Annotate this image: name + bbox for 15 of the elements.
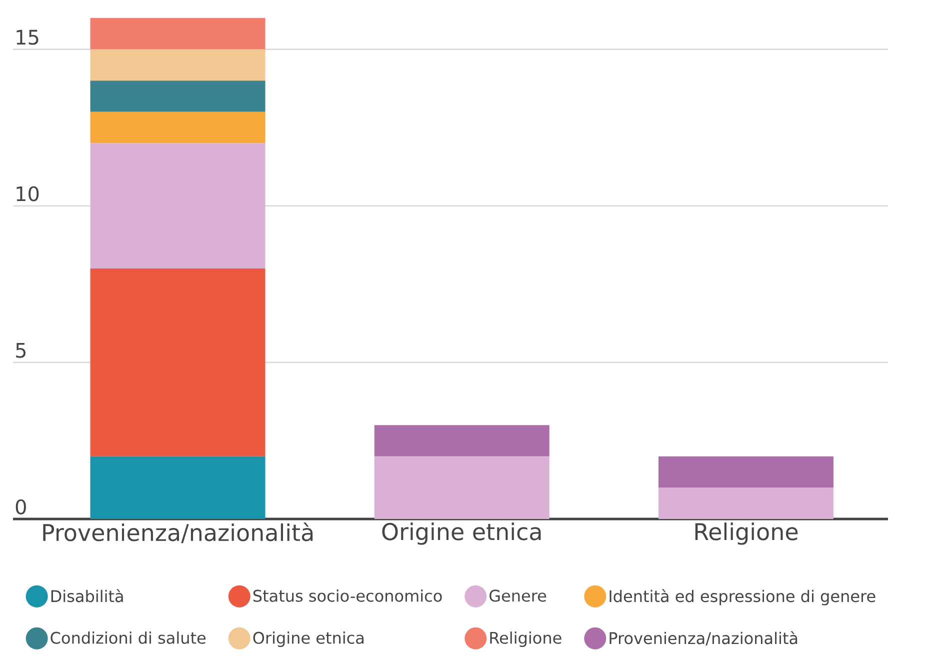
legend-label: Status socio-economico	[253, 590, 442, 602]
x-tick-label: Provenienza/nazionalità	[43, 522, 313, 544]
legend-label: Provenienza/nazionalità	[610, 631, 798, 646]
legend-label: Identità ed espressione di genere	[610, 589, 876, 606]
y-tick-label: 0	[16, 499, 26, 514]
x-tick-label: Religione	[695, 522, 798, 545]
legend-label: Origine etnica	[253, 632, 364, 647]
y-tick-label: 15	[16, 30, 38, 45]
legend-label: Condizioni di salute	[50, 632, 206, 644]
y-tick-label: 5	[16, 343, 26, 358]
y-tick-label: 10	[16, 186, 39, 202]
legend-label: Genere	[490, 590, 546, 602]
legend-label: Disabilità	[51, 589, 123, 602]
x-tick-label: Origine etnica	[382, 522, 541, 545]
legend-label: Religione	[490, 632, 562, 647]
